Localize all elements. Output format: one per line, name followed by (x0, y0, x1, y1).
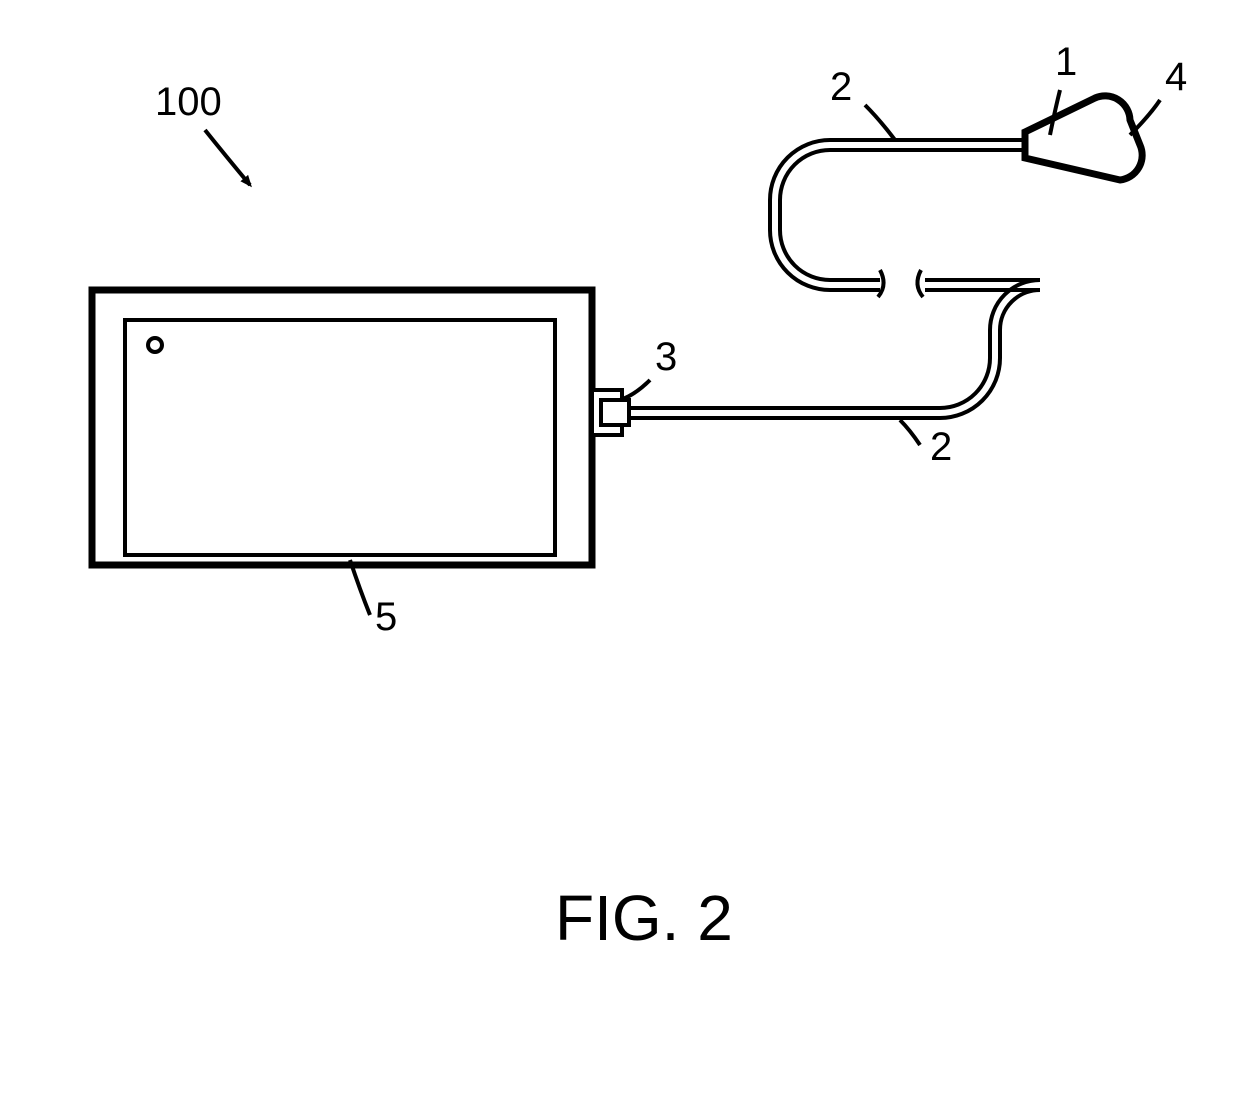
leader-2b (900, 420, 920, 445)
cable-edge-a (630, 150, 1040, 408)
label-3: 3 (655, 335, 677, 379)
leader-4 (1130, 100, 1160, 135)
connector-inner (601, 400, 629, 425)
leader-2a (865, 105, 895, 140)
label-4: 4 (1165, 55, 1187, 99)
label-1: 1 (1055, 40, 1077, 84)
figure-caption: FIG. 2 (555, 882, 733, 954)
label-2b: 2 (930, 425, 952, 469)
label-100: 100 (155, 80, 222, 124)
figure-svg: 100 1 2 2 3 4 5 FIG. 2 (0, 0, 1240, 1103)
device-screen (125, 320, 555, 555)
leader-3 (620, 380, 650, 400)
leader-100 (205, 130, 250, 185)
device-camera (148, 338, 162, 352)
cable-tip (1025, 96, 1142, 180)
label-5: 5 (375, 595, 397, 639)
label-2a: 2 (830, 65, 852, 109)
